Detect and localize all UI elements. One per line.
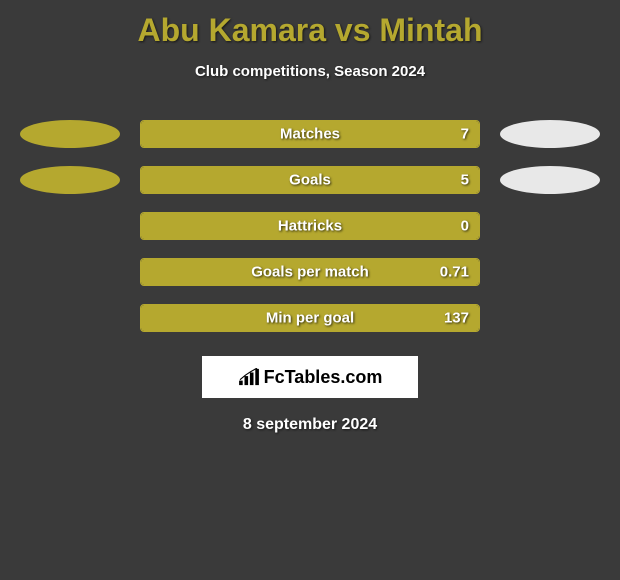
stat-label: Min per goal xyxy=(266,310,354,327)
stat-value: 0.71 xyxy=(440,264,469,281)
stat-label: Goals xyxy=(289,172,331,189)
stats-list: Matches 7 Goals 5 Hattricks 0 Goals per match 0… xyxy=(0,120,620,332)
subtitle: Club competitions, Season 2024 xyxy=(195,63,425,80)
player2-ellipse xyxy=(500,120,600,148)
brand-text: FcTables.com xyxy=(264,367,383,388)
stat-row: Goals per match 0.71 xyxy=(0,258,620,286)
player2-name: Mintah xyxy=(379,12,482,48)
stat-row: Min per goal 137 xyxy=(0,304,620,332)
player2-ellipse xyxy=(500,166,600,194)
stat-bar: Matches 7 xyxy=(140,120,480,148)
stat-label: Matches xyxy=(280,126,340,143)
stat-value: 7 xyxy=(461,126,469,143)
page-title: Abu Kamara vs Mintah xyxy=(138,12,483,49)
stat-bar: Hattricks 0 xyxy=(140,212,480,240)
stat-bar: Goals 5 xyxy=(140,166,480,194)
date-text: 8 september 2024 xyxy=(243,416,377,434)
bars-icon xyxy=(238,368,260,386)
comparison-container: Abu Kamara vs Mintah Club competitions, … xyxy=(0,0,620,434)
stat-bar: Goals per match 0.71 xyxy=(140,258,480,286)
stat-row: Goals 5 xyxy=(0,166,620,194)
player1-ellipse xyxy=(20,120,120,148)
player1-name: Abu Kamara xyxy=(138,12,327,48)
player1-ellipse xyxy=(20,166,120,194)
brand-box[interactable]: FcTables.com xyxy=(202,356,418,398)
stat-value: 5 xyxy=(461,172,469,189)
stat-row: Hattricks 0 xyxy=(0,212,620,240)
stat-label: Hattricks xyxy=(278,218,342,235)
vs-text: vs xyxy=(335,12,371,48)
stat-value: 0 xyxy=(461,218,469,235)
stat-bar: Min per goal 137 xyxy=(140,304,480,332)
stat-row: Matches 7 xyxy=(0,120,620,148)
stat-label: Goals per match xyxy=(251,264,369,281)
stat-value: 137 xyxy=(444,310,469,327)
